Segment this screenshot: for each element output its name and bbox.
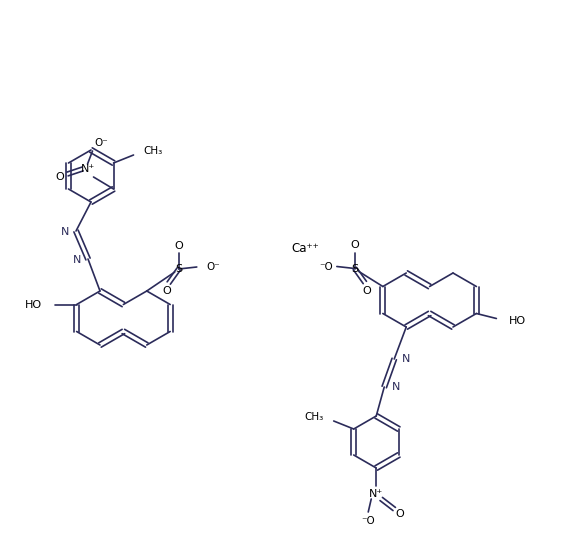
Text: O: O [162, 286, 171, 296]
Text: N: N [73, 255, 81, 265]
Text: S: S [351, 263, 358, 273]
Text: N: N [402, 354, 411, 364]
Text: CH₃: CH₃ [144, 146, 163, 156]
Text: O: O [175, 241, 183, 251]
Text: ⁻O: ⁻O [362, 516, 375, 526]
Text: N⁺: N⁺ [369, 489, 384, 499]
Text: S: S [175, 264, 182, 274]
Text: HO: HO [508, 315, 525, 325]
Text: HO: HO [24, 300, 42, 310]
Text: N: N [60, 227, 69, 237]
Text: O⁻: O⁻ [207, 262, 220, 272]
Text: O: O [396, 509, 405, 519]
Text: ⁻O: ⁻O [319, 262, 333, 272]
Text: N⁺: N⁺ [80, 164, 95, 174]
Text: O: O [55, 172, 64, 182]
Text: O: O [363, 286, 371, 296]
Text: O: O [350, 240, 359, 251]
Text: Ca⁺⁺: Ca⁺⁺ [291, 242, 319, 254]
Text: N: N [392, 382, 401, 392]
Text: CH₃: CH₃ [305, 412, 324, 422]
Text: O⁻: O⁻ [94, 138, 108, 148]
